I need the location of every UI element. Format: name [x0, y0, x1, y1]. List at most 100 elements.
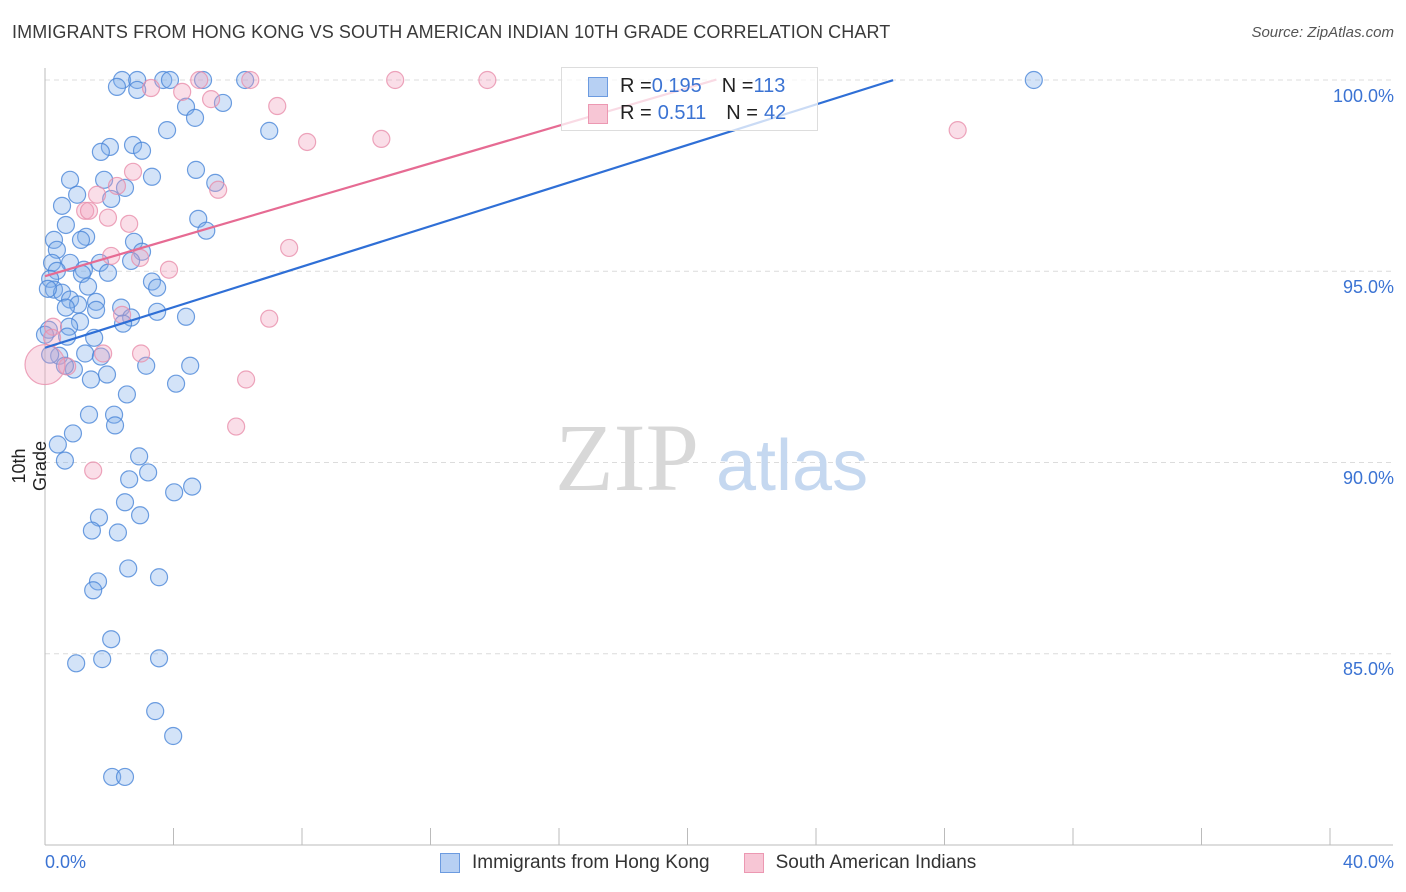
point-south-american	[280, 238, 299, 258]
point-hong-kong	[120, 470, 139, 489]
point-hong-kong	[130, 506, 150, 525]
point-south-american	[76, 201, 95, 220]
stats-legend: R = 0.195 N = 113 R = 0.511 N = 42	[561, 67, 818, 131]
point-hong-kong	[67, 654, 86, 673]
y-axis-label: 10th Grade	[9, 440, 50, 492]
y-tick-label: 100.0%	[1332, 86, 1394, 106]
point-hong-kong	[107, 77, 127, 96]
point-south-american	[241, 70, 260, 90]
point-hong-kong	[183, 477, 202, 496]
point-hong-kong	[56, 298, 75, 317]
point-hong-kong	[128, 70, 147, 90]
point-south-american	[79, 201, 99, 220]
point-hong-kong	[60, 170, 80, 189]
point-hong-kong	[132, 141, 152, 160]
n-label: N =	[721, 75, 754, 97]
point-south-american	[24, 343, 66, 386]
blue-swatch-icon	[440, 853, 460, 873]
point-south-american	[84, 461, 103, 480]
point-hong-kong	[97, 365, 117, 384]
point-south-american	[190, 70, 209, 90]
y-tick-label: 95.0%	[1342, 277, 1394, 297]
legend-label-hong-kong: Immigrants from Hong Kong	[472, 852, 710, 873]
point-hong-kong	[213, 93, 233, 113]
pink-swatch-icon	[743, 853, 764, 873]
point-hong-kong	[91, 347, 110, 366]
n-value: 42	[763, 102, 787, 124]
r-value: 0.511	[657, 102, 707, 124]
point-hong-kong	[117, 385, 137, 404]
point-south-american	[268, 96, 287, 116]
point-hong-kong	[56, 215, 75, 235]
point-hong-kong	[76, 344, 95, 363]
n-label: N =	[726, 102, 758, 124]
point-south-american	[478, 70, 497, 90]
point-south-american	[209, 180, 228, 199]
point-south-american	[227, 417, 246, 436]
point-hong-kong	[58, 327, 77, 346]
point-hong-kong	[165, 483, 184, 502]
point-south-american	[948, 121, 967, 140]
point-hong-kong	[93, 650, 112, 669]
y-tick-label: 85.0%	[1342, 659, 1394, 679]
point-hong-kong	[1024, 70, 1043, 90]
point-hong-kong	[123, 135, 143, 155]
point-hong-kong	[52, 196, 72, 215]
point-south-american	[201, 90, 221, 109]
point-hong-kong	[82, 521, 102, 540]
point-hong-kong	[128, 80, 147, 100]
point-hong-kong	[142, 167, 162, 186]
point-hong-kong	[149, 568, 169, 587]
point-hong-kong	[181, 356, 200, 375]
point-hong-kong	[98, 263, 118, 282]
point-hong-kong	[71, 230, 91, 249]
watermark-zip: ZIP	[555, 404, 699, 511]
watermark-atlas: atlas	[716, 426, 868, 506]
point-hong-kong	[139, 463, 158, 482]
point-hong-kong	[108, 523, 128, 542]
point-south-american	[260, 309, 279, 328]
point-south-american	[98, 208, 118, 227]
point-hong-kong	[176, 307, 196, 326]
point-south-american	[173, 82, 192, 101]
point-south-american	[141, 78, 161, 98]
point-south-american	[58, 357, 77, 376]
point-hong-kong	[38, 279, 57, 298]
r-label: R =	[620, 75, 652, 97]
legend-row-hong-kong: R = 0.195 N = 113	[588, 75, 785, 98]
point-south-american	[120, 214, 139, 233]
series-legend: Immigrants from Hong Kong South American…	[440, 852, 976, 874]
point-hong-kong	[78, 277, 98, 296]
point-south-american	[130, 248, 150, 267]
point-south-american	[87, 185, 107, 204]
point-south-american	[298, 132, 317, 152]
point-hong-kong	[100, 137, 119, 157]
point-hong-kong	[119, 559, 138, 578]
x-tick-label: 0.0%	[45, 852, 87, 872]
point-hong-kong	[146, 702, 165, 721]
point-hong-kong	[260, 121, 279, 140]
point-hong-kong	[63, 424, 83, 443]
blue-swatch-icon	[588, 76, 608, 97]
point-hong-kong	[157, 121, 177, 140]
point-hong-kong	[105, 416, 125, 435]
point-hong-kong	[77, 227, 96, 246]
r-label: R =	[620, 102, 652, 124]
point-south-american	[123, 162, 143, 181]
point-hong-kong	[103, 767, 122, 787]
point-hong-kong	[130, 447, 149, 466]
point-south-american	[372, 129, 391, 149]
point-south-american	[131, 344, 151, 363]
point-hong-kong	[84, 581, 103, 600]
point-south-american	[94, 344, 113, 363]
r-value: 0.195	[651, 75, 702, 97]
y-tick-label: 90.0%	[1342, 468, 1394, 488]
point-hong-kong	[68, 185, 87, 204]
point-hong-kong	[185, 108, 205, 127]
point-hong-kong	[160, 70, 180, 90]
point-hong-kong	[79, 405, 99, 424]
point-hong-kong	[115, 767, 135, 787]
point-hong-kong	[70, 312, 90, 331]
legend-label-south-american: South American Indians	[775, 852, 977, 873]
point-hong-kong	[115, 493, 135, 512]
